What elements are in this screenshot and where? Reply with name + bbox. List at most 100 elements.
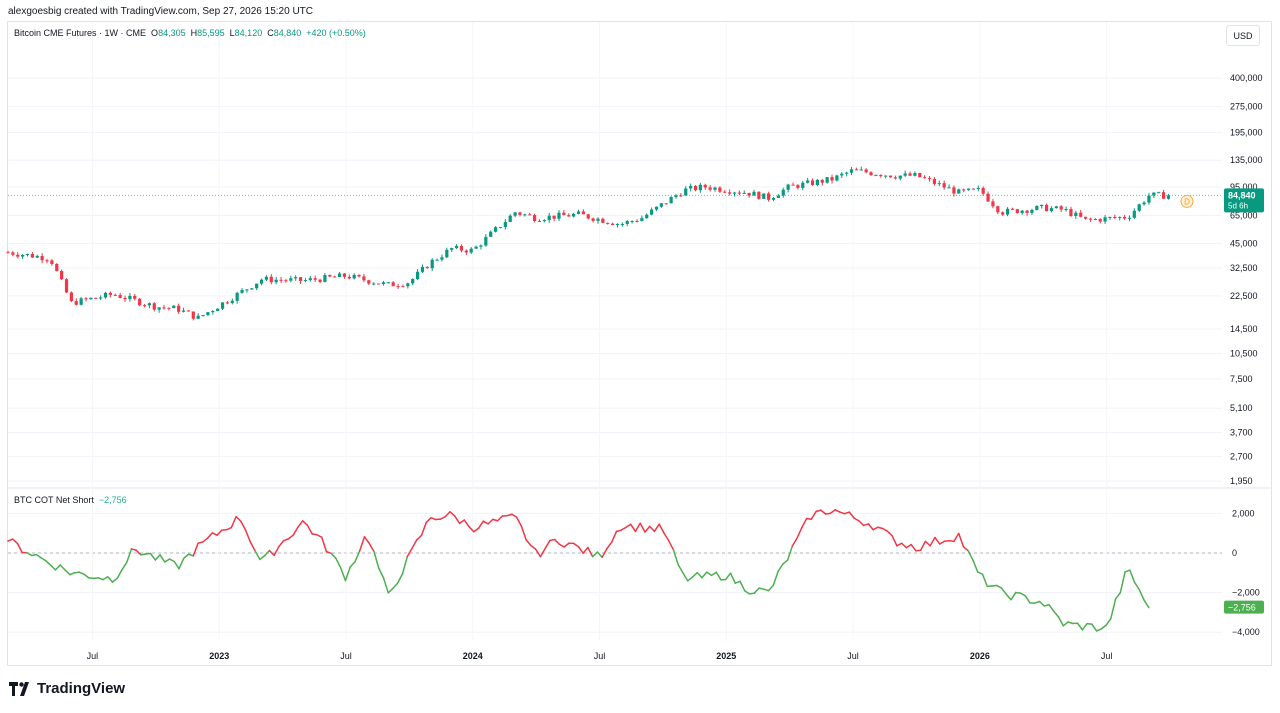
cot-line-segment [634, 522, 641, 533]
cot-line-segment [159, 554, 166, 563]
candle [606, 222, 610, 225]
cot-line-segment [254, 550, 261, 561]
indicator-legend: BTC COT Net Short −2,756 [14, 495, 127, 505]
cot-line-segment [382, 577, 389, 594]
price-axis-label: 135,000 [1230, 155, 1263, 165]
currency-button[interactable]: USD [1226, 25, 1260, 46]
candle-body [869, 172, 873, 176]
candle [630, 220, 634, 224]
cot-line-segment [135, 549, 142, 556]
candle-body [133, 295, 137, 299]
indicator-badge-value: −2,756 [1228, 603, 1256, 613]
symbol-title[interactable]: Bitcoin CME Futures · 1W · CME [14, 28, 147, 38]
candle-body [459, 245, 464, 251]
cot-line-segment [520, 525, 527, 541]
candle-body [742, 192, 746, 194]
cot-line-segment [7, 538, 14, 542]
candle [411, 278, 415, 286]
candle-body [474, 246, 478, 249]
indicator-value: −2,756 [98, 495, 127, 505]
candle [713, 186, 717, 192]
candle-body [181, 310, 186, 312]
candle-body [523, 214, 527, 216]
candle-body [723, 191, 727, 193]
candle-body [1005, 208, 1010, 215]
candle-body [167, 307, 171, 309]
candle [1044, 203, 1049, 212]
candle-body [1059, 206, 1063, 210]
candle-body [303, 280, 308, 282]
candle [1035, 205, 1039, 211]
candle-body [328, 274, 332, 277]
candle-body [957, 189, 961, 194]
candle [869, 171, 873, 176]
candle-body [966, 188, 971, 191]
candle [25, 253, 30, 257]
candle [796, 184, 800, 190]
cot-line-segment [715, 571, 722, 581]
candle-body [152, 303, 156, 310]
candle [21, 254, 25, 260]
candle-body [99, 297, 103, 299]
cot-line-segment [610, 530, 618, 543]
cot-line-segment [1043, 603, 1050, 607]
candle [152, 302, 156, 312]
tradingview-icon [9, 681, 29, 696]
cot-line-segment [563, 542, 570, 548]
candle [79, 296, 83, 306]
cot-line-segment [130, 548, 138, 552]
candle [801, 180, 805, 191]
candle-body [845, 172, 849, 174]
candle [625, 219, 629, 227]
cot-line-segment [934, 536, 941, 545]
candle [562, 210, 566, 216]
candle [854, 167, 859, 171]
indicator-axis-label: −4,000 [1232, 627, 1260, 637]
candle-body [537, 220, 542, 222]
candle-body [89, 297, 93, 300]
candle [864, 168, 868, 174]
candle [927, 175, 932, 182]
candle-body [767, 193, 771, 200]
candle [659, 203, 663, 208]
candle-body [230, 300, 234, 304]
indicator-name[interactable]: BTC COT Net Short [14, 495, 94, 505]
candle-body [528, 214, 532, 216]
cot-line-segment [406, 547, 413, 558]
candle [596, 217, 600, 224]
candle-body [630, 221, 634, 223]
marker-circle[interactable] [1180, 194, 1194, 208]
candle-body [1064, 209, 1068, 211]
candle [669, 196, 673, 204]
candle-body [69, 292, 73, 302]
candle-body [669, 197, 673, 204]
price-axis-label: 7,500 [1230, 374, 1253, 384]
candle [806, 177, 810, 184]
candle [903, 170, 907, 177]
candle-body [255, 283, 259, 289]
candle-body [294, 277, 298, 279]
candle-body [903, 173, 907, 176]
price-axis-label: 275,000 [1230, 101, 1263, 111]
candle-body [1108, 216, 1112, 218]
candle [723, 190, 727, 194]
cot-line-segment [482, 520, 489, 525]
cot-line-segment [16, 542, 23, 554]
candle-body [406, 283, 410, 287]
candle-body [381, 282, 386, 285]
time-axis-label: Jul [1101, 651, 1113, 661]
candle [333, 275, 337, 278]
dividend-marker[interactable]: D [1180, 194, 1194, 208]
cot-line-segment [1100, 624, 1107, 630]
candle-body [971, 188, 976, 190]
cot-line-segment [278, 539, 285, 548]
candle [1074, 210, 1078, 219]
cot-line-segment [444, 511, 451, 518]
candle-body [1001, 212, 1005, 215]
time-axis-label: 2024 [463, 651, 483, 661]
candle-body [601, 218, 605, 223]
cot-line-segment [530, 544, 537, 550]
cot-line-segment [515, 516, 523, 527]
